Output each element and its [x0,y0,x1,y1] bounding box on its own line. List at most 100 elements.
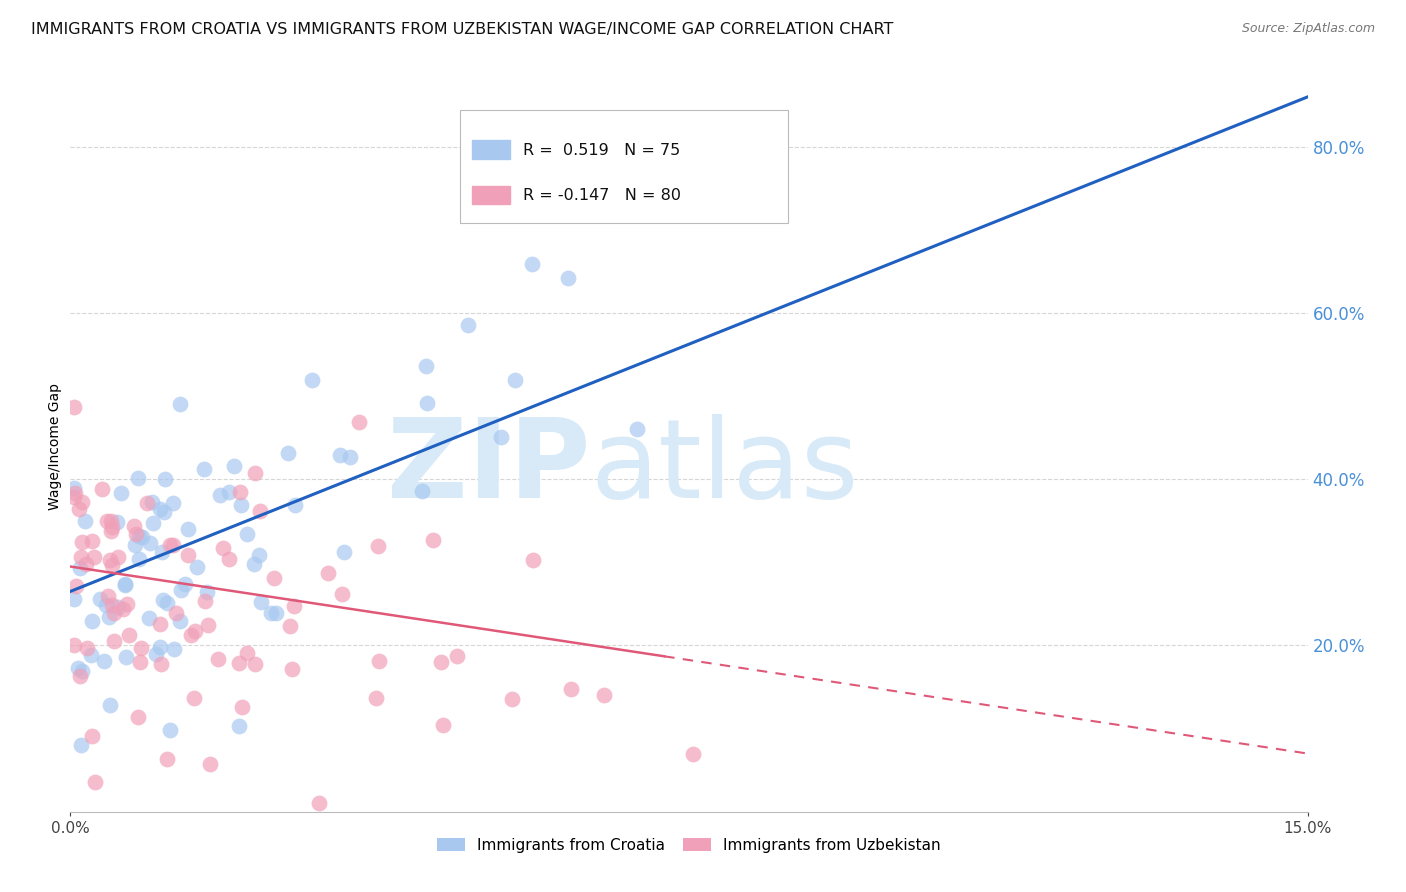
Point [131,530,153,544]
Point [231,699,253,714]
Point [73,514,96,528]
Point [228,718,250,732]
Point [249,504,271,518]
Point [80,534,103,549]
Point [107,600,129,615]
Point [243,657,266,672]
Point [422,533,444,547]
Point [128,528,150,542]
Point [114,577,136,591]
Point [557,271,579,285]
Point [595,206,617,220]
Point [505,372,527,386]
Text: IMMIGRANTS FROM CROATIA VS IMMIGRANTS FROM UZBEKISTAN WAGE/INCOME GAP CORRELATIO: IMMIGRANTS FROM CROATIA VS IMMIGRANTS FR… [31,22,893,37]
Point [329,448,352,462]
Point [103,634,125,648]
Point [250,594,273,608]
Text: ZIP: ZIP [387,415,591,522]
Point [136,496,159,510]
Point [82,729,104,743]
Point [63,481,86,495]
Point [75,557,97,571]
Point [278,619,301,633]
Point [114,578,136,592]
Point [430,655,453,669]
Point [501,692,523,706]
Point [63,485,86,500]
Point [177,549,200,563]
Point [111,602,134,616]
Point [67,661,90,675]
Point [229,499,252,513]
Point [245,466,267,480]
Point [174,577,197,591]
Point [69,549,91,564]
Point [122,519,145,533]
Point [129,640,152,655]
Point [211,541,233,555]
Point [156,752,179,766]
Point [198,756,221,771]
Point [301,373,323,387]
Point [218,484,240,499]
Point [80,614,103,628]
Text: Source: ZipAtlas.com: Source: ZipAtlas.com [1241,22,1375,36]
Point [522,553,544,567]
FancyBboxPatch shape [472,140,510,159]
Point [117,628,139,642]
Point [218,551,240,566]
FancyBboxPatch shape [460,110,787,223]
Point [128,552,150,566]
Point [93,654,115,668]
Point [260,607,283,621]
Point [125,527,148,541]
Point [593,688,616,702]
Text: R = -0.147   N = 80: R = -0.147 N = 80 [523,188,681,203]
Point [682,747,704,761]
Point [364,690,387,705]
Point [94,599,117,613]
Point [127,710,149,724]
Point [117,597,139,611]
Point [332,545,354,559]
Point [228,485,250,500]
Point [69,669,91,683]
Point [100,524,122,539]
Point [162,496,184,510]
Point [347,416,370,430]
Point [138,611,160,625]
Point [69,561,91,575]
Point [159,538,181,552]
Point [446,649,468,664]
Point [522,257,544,271]
Point [155,472,177,486]
Point [283,599,305,613]
Point [67,502,90,516]
Point [281,662,304,676]
Point [63,638,86,652]
Point [141,495,163,509]
Point [115,650,138,665]
Point [101,558,124,573]
Point [207,652,229,666]
Point [169,582,191,597]
Point [224,459,246,474]
Point [128,655,150,669]
Point [98,698,121,712]
Point [626,422,648,436]
Point [266,606,288,620]
Point [415,359,437,373]
Point [193,462,215,476]
Point [89,592,111,607]
Point [318,566,340,580]
Point [208,488,231,502]
Point [489,430,512,444]
Point [159,723,181,738]
Point [103,606,125,620]
Point [432,718,454,732]
Point [101,598,124,612]
Point [65,579,87,593]
Point [339,450,361,465]
Point [152,593,174,607]
Point [107,549,129,564]
